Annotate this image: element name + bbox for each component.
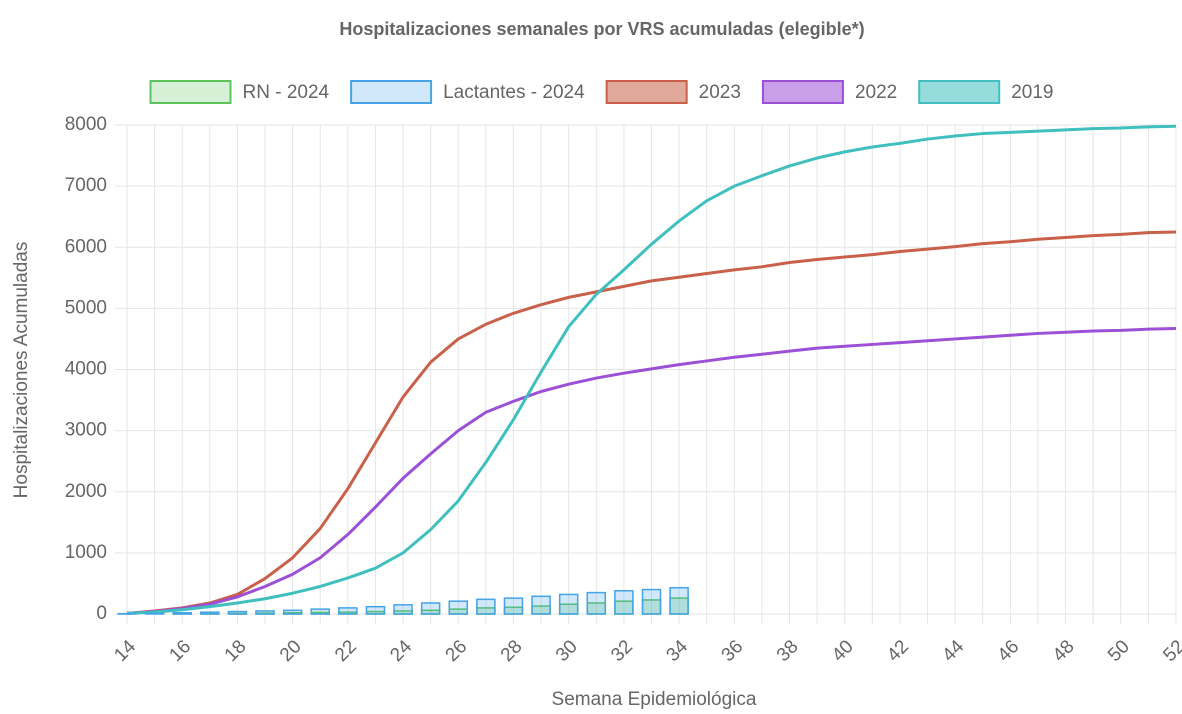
bar — [338, 607, 358, 615]
bar — [172, 612, 192, 615]
legend-label: 2022 — [855, 82, 897, 103]
bar — [586, 591, 607, 615]
x-tick-label: 32 — [607, 636, 637, 666]
bar — [503, 597, 524, 615]
line — [126, 124, 1177, 615]
x-tick-label: 34 — [662, 636, 692, 666]
x-tick-label: 22 — [331, 636, 361, 666]
x-tick-label: 52 — [1159, 636, 1182, 666]
x-tick-label: 30 — [552, 636, 582, 666]
y-tick-label: 2000 — [65, 481, 107, 502]
bar — [614, 590, 634, 615]
legend-label: RN - 2024 — [243, 82, 330, 103]
bar — [448, 600, 469, 615]
legend-label: 2023 — [699, 82, 741, 103]
x-tick-label: 50 — [1104, 636, 1134, 666]
bar — [420, 602, 441, 615]
bar — [200, 611, 220, 615]
bar — [558, 593, 579, 615]
x-tick-label: 36 — [718, 636, 748, 666]
x-tick-label: 40 — [828, 636, 858, 666]
line — [126, 230, 1177, 615]
legend-swatch — [918, 80, 1001, 104]
bar — [144, 612, 165, 615]
bar — [531, 595, 551, 615]
legend-swatch — [605, 80, 688, 104]
y-tick-label: 1000 — [65, 542, 107, 563]
bar — [227, 610, 248, 615]
x-axis-label: Semana Epidemiológica — [552, 689, 757, 710]
y-tick-label: 0 — [96, 603, 107, 624]
bar — [669, 586, 689, 615]
x-tick-label: 18 — [221, 636, 251, 666]
x-tick-label: 42 — [883, 636, 913, 666]
chart-title: Hospitalizaciones semanales por VRS acum… — [339, 19, 864, 39]
x-tick-label: 16 — [165, 636, 195, 666]
x-tick-label: 26 — [442, 636, 472, 666]
x-tick-label: 46 — [994, 636, 1024, 666]
y-tick-label: 8000 — [65, 114, 107, 135]
x-tick-label: 24 — [386, 636, 416, 666]
y-axis-label: Hospitalizaciones Acumuladas — [11, 242, 32, 499]
y-tick-label: 4000 — [65, 359, 107, 380]
bar — [641, 588, 662, 615]
x-tick-label: 14 — [110, 636, 140, 666]
y-tick-label: 3000 — [65, 420, 107, 441]
legend-label: Lactantes - 2024 — [443, 82, 585, 103]
x-tick-label: 20 — [276, 636, 306, 666]
line — [126, 327, 1177, 615]
legend-swatch — [149, 80, 232, 104]
bar — [255, 610, 275, 615]
bar — [310, 608, 330, 615]
legend-swatch — [350, 80, 433, 104]
y-tick-label: 5000 — [65, 297, 107, 318]
bar — [282, 609, 303, 615]
x-tick-label: 44 — [938, 636, 968, 666]
x-tick-label: 38 — [773, 636, 803, 666]
bar — [393, 604, 413, 615]
y-tick-label: 6000 — [65, 236, 107, 257]
x-tick-label: 48 — [1049, 636, 1079, 666]
y-tick-label: 7000 — [65, 175, 107, 196]
x-tick-label: 28 — [497, 636, 527, 666]
bar — [476, 598, 496, 615]
legend-label: 2019 — [1011, 82, 1053, 103]
bar — [365, 605, 386, 615]
legend-swatch — [761, 80, 844, 104]
